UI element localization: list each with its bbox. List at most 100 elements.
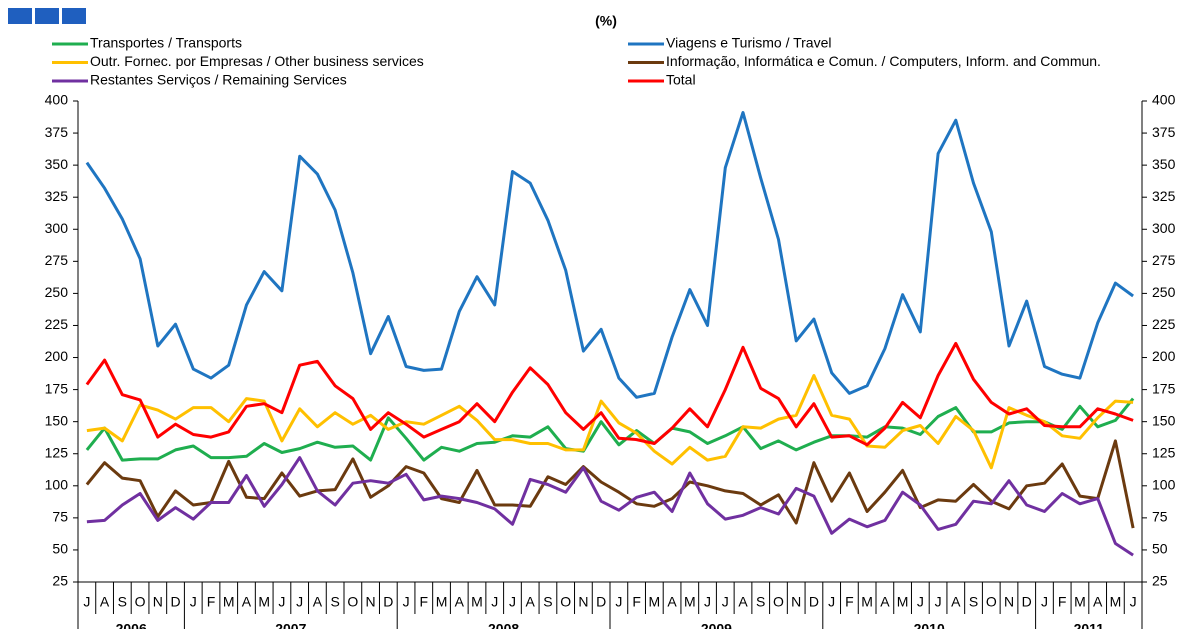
- y-tick-label: 275: [45, 252, 69, 268]
- series-line: [86, 456, 1134, 557]
- legend-label: Transportes / Transports: [90, 35, 242, 51]
- x-tick-label: A: [667, 594, 677, 610]
- x-tick-label: A: [455, 594, 465, 610]
- x-tick-label: M: [684, 594, 696, 610]
- y-tick-label: 225: [45, 316, 69, 332]
- x-tick-label: M: [436, 594, 448, 610]
- x-tick-label: N: [366, 594, 376, 610]
- y-tick-label: 25: [52, 573, 68, 589]
- legend-label: Outr. Fornec. por Empresas / Other busin…: [90, 53, 424, 69]
- x-tick-label: A: [100, 594, 110, 610]
- year-label: 2010: [914, 621, 945, 629]
- x-tick-label: J: [722, 594, 729, 610]
- series-line: [85, 397, 1135, 462]
- x-tick-label: S: [756, 594, 765, 610]
- x-tick-label: F: [632, 594, 641, 610]
- x-tick-label: J: [615, 594, 622, 610]
- y2-tick-label: 325: [1152, 188, 1176, 204]
- x-tick-label: N: [791, 594, 801, 610]
- x-tick-label: S: [543, 594, 552, 610]
- y2-tick-label: 375: [1152, 124, 1176, 140]
- x-tick-label: J: [917, 594, 924, 610]
- x-tick-label: A: [738, 594, 748, 610]
- logo-square: [62, 8, 86, 24]
- y2-tick-label: 225: [1152, 316, 1176, 332]
- x-tick-label: D: [596, 594, 606, 610]
- y-tick-label: 175: [45, 380, 69, 396]
- x-tick-label: O: [986, 594, 997, 610]
- y-tick-label: 325: [45, 188, 69, 204]
- x-tick-label: M: [648, 594, 660, 610]
- x-tick-label: F: [420, 594, 429, 610]
- year-label: 2009: [701, 621, 732, 629]
- y-tick-label: 400: [45, 92, 69, 108]
- x-tick-label: A: [242, 594, 252, 610]
- logo-square: [35, 8, 59, 24]
- x-tick-label: N: [153, 594, 163, 610]
- y2-tick-label: 75: [1152, 509, 1168, 525]
- x-tick-label: D: [170, 594, 180, 610]
- x-tick-label: N: [578, 594, 588, 610]
- x-tick-label: D: [1022, 594, 1032, 610]
- x-tick-label: J: [190, 594, 197, 610]
- x-tick-label: A: [313, 594, 323, 610]
- y2-tick-label: 100: [1152, 477, 1176, 493]
- x-tick-label: O: [347, 594, 358, 610]
- x-tick-label: M: [471, 594, 483, 610]
- y-tick-label: 350: [45, 156, 69, 172]
- legend-label: Total: [666, 72, 696, 88]
- x-tick-label: J: [1041, 594, 1048, 610]
- x-tick-label: A: [1093, 594, 1103, 610]
- series-line: [86, 374, 1134, 470]
- x-tick-label: J: [278, 594, 285, 610]
- logo-square: [8, 8, 32, 24]
- x-tick-label: A: [951, 594, 961, 610]
- series-line: [85, 341, 1134, 447]
- year-label: 2011: [1074, 621, 1105, 629]
- series-line: [85, 439, 1135, 529]
- y-tick-label: 75: [52, 509, 68, 525]
- x-tick-label: F: [207, 594, 216, 610]
- y2-tick-label: 25: [1152, 573, 1168, 589]
- y2-tick-label: 150: [1152, 412, 1176, 428]
- x-tick-label: J: [403, 594, 410, 610]
- x-tick-label: M: [1110, 594, 1122, 610]
- x-tick-label: O: [560, 594, 571, 610]
- x-tick-label: O: [135, 594, 146, 610]
- x-tick-label: M: [861, 594, 873, 610]
- x-tick-label: F: [1058, 594, 1067, 610]
- x-tick-label: D: [383, 594, 393, 610]
- x-tick-label: J: [83, 594, 90, 610]
- x-tick-label: J: [509, 594, 516, 610]
- y2-tick-label: 200: [1152, 348, 1176, 364]
- y-tick-label: 200: [45, 348, 69, 364]
- y2-tick-label: 400: [1152, 92, 1176, 108]
- x-tick-label: J: [1130, 594, 1137, 610]
- x-tick-label: S: [969, 594, 978, 610]
- x-tick-label: J: [935, 594, 942, 610]
- y-tick-label: 150: [45, 412, 69, 428]
- y-tick-label: 375: [45, 124, 69, 140]
- y2-tick-label: 175: [1152, 380, 1176, 396]
- x-tick-label: M: [258, 594, 270, 610]
- x-tick-label: J: [491, 594, 498, 610]
- x-tick-label: M: [897, 594, 909, 610]
- x-tick-label: S: [330, 594, 339, 610]
- x-tick-label: M: [223, 594, 235, 610]
- x-tick-label: J: [704, 594, 711, 610]
- y2-tick-label: 50: [1152, 541, 1168, 557]
- legend-label: Restantes Serviços / Remaining Services: [90, 72, 347, 88]
- x-tick-label: S: [118, 594, 127, 610]
- year-label: 2007: [275, 621, 306, 629]
- x-tick-label: A: [880, 594, 890, 610]
- y-tick-label: 250: [45, 284, 69, 300]
- year-label: 2008: [488, 621, 519, 629]
- chart-title: (%): [595, 13, 617, 29]
- series-line: [85, 111, 1134, 399]
- y2-tick-label: 250: [1152, 284, 1176, 300]
- x-tick-label: J: [296, 594, 303, 610]
- y2-tick-label: 275: [1152, 252, 1176, 268]
- x-tick-label: D: [809, 594, 819, 610]
